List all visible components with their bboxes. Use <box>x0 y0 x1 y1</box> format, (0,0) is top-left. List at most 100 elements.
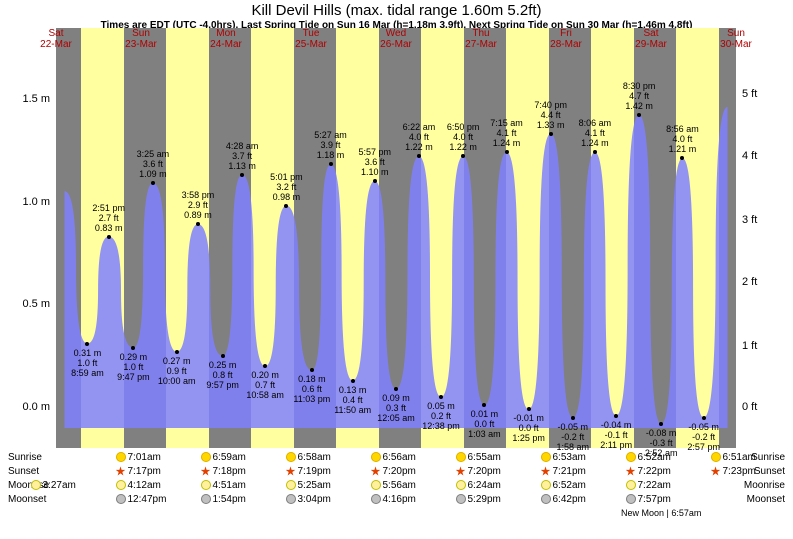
tide-extreme-label: 8:56 am4.0 ft1.21 m <box>666 124 699 154</box>
tide-extreme-point <box>439 395 443 399</box>
tide-extreme-point <box>263 364 267 368</box>
moon-icon <box>116 480 126 490</box>
star-icon <box>201 466 211 476</box>
tide-extreme-point <box>394 387 398 391</box>
row-label-sunrise: Sunrise <box>8 452 56 463</box>
tide-extreme-label: 8:06 am4.1 ft1.24 m <box>579 118 612 148</box>
tide-extreme-point <box>505 150 509 154</box>
tide-extreme-point <box>310 368 314 372</box>
y-axis-right-tick: 4 ft <box>742 150 792 162</box>
tide-extreme-label: 7:40 pm4.4 ft1.33 m <box>534 100 567 130</box>
moonrise-time: 6:24am <box>456 480 501 491</box>
date-tick: Sat22-Mar <box>31 28 81 50</box>
y-axis-right-tick: 5 ft <box>742 88 792 100</box>
tide-extreme-point <box>593 150 597 154</box>
sun-icon <box>456 452 466 462</box>
moon-icon <box>286 480 296 490</box>
y-axis-right-tick: 2 ft <box>742 276 792 288</box>
tide-extreme-label: 0.01 m0.0 ft1:03 am <box>468 409 501 439</box>
sunset-time: 7:17pm <box>116 466 161 477</box>
sun-icon <box>201 452 211 462</box>
tide-extreme-point <box>175 350 179 354</box>
tide-extreme-label: 0.05 m0.2 ft12:38 pm <box>422 401 460 431</box>
row-label-moonrise-right: Moonrise <box>737 480 785 491</box>
sun-icon <box>371 452 381 462</box>
tide-extreme-label: 5:57 pm3.6 ft1.10 m <box>358 147 391 177</box>
moon-icon <box>541 480 551 490</box>
date-tick: Tue25-Mar <box>286 28 336 50</box>
sunset-time: 7:20pm <box>456 466 501 477</box>
grey-icon <box>201 494 211 504</box>
tide-extreme-point <box>482 403 486 407</box>
moonrise-time: 4:12am <box>116 480 161 491</box>
sunrise-time: 7:01am <box>116 452 161 463</box>
tide-extreme-point <box>659 422 663 426</box>
date-tick: Sat29-Mar <box>626 28 676 50</box>
sunset-time: 7:19pm <box>286 466 331 477</box>
tide-extreme-label: 0.20 m0.7 ft10:58 am <box>246 370 284 400</box>
star-icon <box>711 466 721 476</box>
grey-icon <box>286 494 296 504</box>
sunset-time: 7:22pm <box>626 466 671 477</box>
tide-extreme-label: 6:22 am4.0 ft1.22 m <box>403 122 436 152</box>
tide-extreme-label: 5:27 am3.9 ft1.18 m <box>314 130 347 160</box>
tide-extreme-label: 3:25 am3.6 ft1.09 m <box>137 149 170 179</box>
new-moon-label: New Moon | 6:57am <box>621 508 701 518</box>
tide-extreme-label: 0.31 m1.0 ft8:59 am <box>71 348 104 378</box>
y-axis-left-tick: 1.0 m <box>0 196 50 208</box>
tide-extreme-point <box>107 235 111 239</box>
moon-icon <box>456 480 466 490</box>
moonrise-time: 5:25am <box>286 480 331 491</box>
grey-icon <box>116 494 126 504</box>
tide-extreme-point <box>680 156 684 160</box>
moonrise-time: 3:27am <box>31 480 76 491</box>
date-tick: Fri28-Mar <box>541 28 591 50</box>
moon-icon <box>31 480 41 490</box>
row-label-moonset: Moonset <box>8 494 56 505</box>
grey-icon <box>371 494 381 504</box>
tide-extreme-label: -0.01 m0.0 ft1:25 pm <box>512 413 545 443</box>
chart-title: Kill Devil Hills (max. tidal range 1.60m… <box>0 2 793 19</box>
sunrise-time: 6:55am <box>456 452 501 463</box>
y-axis-left-tick: 0.5 m <box>0 298 50 310</box>
y-axis-right-tick: 0 ft <box>742 401 792 413</box>
tide-extreme-point <box>614 414 618 418</box>
star-icon <box>456 466 466 476</box>
sunrise-time: 6:56am <box>371 452 416 463</box>
date-tick: Sun23-Mar <box>116 28 166 50</box>
star-icon <box>541 466 551 476</box>
moonset-time: 7:57pm <box>626 494 671 505</box>
tide-extreme-point <box>527 407 531 411</box>
tide-extreme-label: -0.05 m-0.2 ft2:57 pm <box>687 422 720 452</box>
star-icon <box>286 466 296 476</box>
tide-extreme-label: -0.04 m-0.1 ft2:11 pm <box>600 420 632 450</box>
tide-extreme-point <box>284 204 288 208</box>
plot-area: 0.31 m1.0 ft8:59 am 2:51 pm2.7 ft0.83 m 0.… <box>56 28 736 448</box>
tide-extreme-label: 0.13 m0.4 ft11:50 am <box>334 385 371 415</box>
sun-icon <box>286 452 296 462</box>
grey-icon <box>626 494 636 504</box>
tide-extreme-point <box>417 154 421 158</box>
sunrise-time: 6:51am <box>711 452 756 463</box>
moonrise-time: 7:22am <box>626 480 671 491</box>
moonset-time: 6:42pm <box>541 494 586 505</box>
moonrise-time: 6:52am <box>541 480 586 491</box>
tide-chart-container: Kill Devil Hills (max. tidal range 1.60m… <box>0 0 793 539</box>
y-axis-left-tick: 1.5 m <box>0 93 50 105</box>
moonset-time: 1:54pm <box>201 494 246 505</box>
sun-icon <box>541 452 551 462</box>
moon-icon <box>371 480 381 490</box>
sunrise-time: 6:58am <box>286 452 331 463</box>
star-icon <box>371 466 381 476</box>
tide-extreme-label: -0.05 m-0.2 ft1:58 am <box>557 422 590 452</box>
tide-extreme-label: 2:51 pm2.7 ft0.83 m <box>92 203 125 233</box>
tide-extreme-point <box>461 154 465 158</box>
sunset-time: 7:23pm <box>711 466 756 477</box>
sunrise-time: 6:59am <box>201 452 246 463</box>
tide-extreme-point <box>196 222 200 226</box>
moonset-time: 4:16pm <box>371 494 416 505</box>
date-tick: Wed26-Mar <box>371 28 421 50</box>
date-tick: Sun30-Mar <box>711 28 761 50</box>
tide-extreme-label: 6:50 pm4.0 ft1.22 m <box>447 122 480 152</box>
tide-extreme-label: 4:28 am3.7 ft1.13 m <box>226 141 259 171</box>
